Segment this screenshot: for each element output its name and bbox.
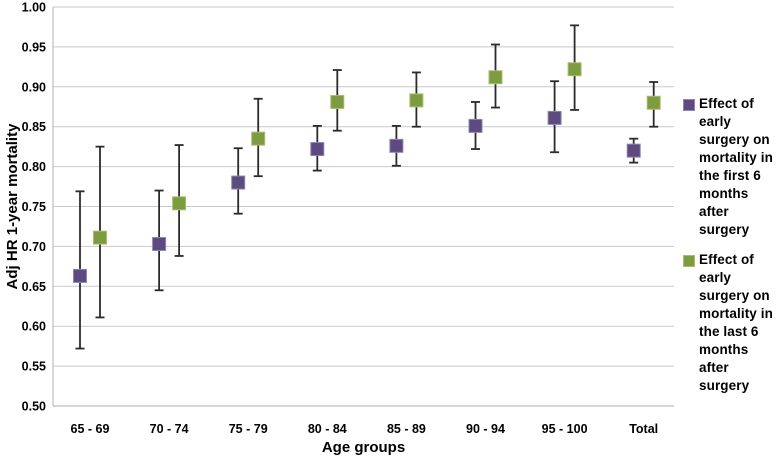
x-tick-label-95-100: 95 - 100 <box>542 422 588 436</box>
x-tick-label-80-84: 80 - 84 <box>308 422 347 436</box>
x-axis-title: Age groups <box>322 439 405 456</box>
y-tick-label-0.75: 0.75 <box>22 200 46 214</box>
x-tick-label-85-89: 85 - 89 <box>387 422 426 436</box>
x-tick-label-75-79: 75 - 79 <box>229 422 268 436</box>
marker-last-6-months-70-74 <box>172 196 187 211</box>
legend-entry-last-6-months: Effect of early surgery on mortality in … <box>683 251 778 395</box>
marker-first-6-months-80-84 <box>310 142 325 157</box>
x-tick-label-total: Total <box>629 422 658 436</box>
x-tick-label-65-69: 65 - 69 <box>71 422 110 436</box>
y-tick-label-0.60: 0.60 <box>22 320 46 334</box>
y-tick-label-0.55: 0.55 <box>22 360 46 374</box>
legend-label-last-6-months: Effect of early surgery on mortality in … <box>699 252 773 393</box>
marker-first-6-months-total <box>626 143 641 158</box>
y-tick-label-0.65: 0.65 <box>22 280 46 294</box>
y-tick-label-1.00: 1.00 <box>22 1 46 15</box>
y-tick-label-0.85: 0.85 <box>22 120 46 134</box>
legend-swatch-first-6-months <box>683 99 695 111</box>
y-axis-title: Adj HR 1-year mortality <box>4 123 21 290</box>
marker-first-6-months-85-89 <box>389 138 404 153</box>
legend-label-first-6-months: Effect of early surgery on mortality in … <box>699 96 773 237</box>
y-tick-label-0.50: 0.50 <box>22 400 46 414</box>
legend-swatch-last-6-months <box>683 255 695 267</box>
y-tick-label-0.95: 0.95 <box>22 40 46 54</box>
marker-last-6-months-75-79 <box>251 131 266 146</box>
marker-last-6-months-90-94 <box>488 70 503 85</box>
marker-last-6-months-95-100 <box>567 62 582 77</box>
marker-first-6-months-75-79 <box>231 175 246 190</box>
x-tick-label-90-94: 90 - 94 <box>466 422 505 436</box>
marker-first-6-months-65-69 <box>73 268 87 283</box>
marker-first-6-months-70-74 <box>152 237 167 252</box>
marker-first-6-months-95-100 <box>547 110 562 125</box>
marker-first-6-months-90-94 <box>468 118 483 133</box>
legend: Effect of early surgery on mortality in … <box>683 95 778 395</box>
marker-last-6-months-85-89 <box>409 93 424 108</box>
y-tick-label-0.90: 0.90 <box>22 80 46 94</box>
y-tick-label-0.70: 0.70 <box>22 240 46 254</box>
legend-entry-first-6-months: Effect of early surgery on mortality in … <box>683 95 778 239</box>
marker-last-6-months-total <box>646 95 661 110</box>
y-tick-label-0.80: 0.80 <box>22 160 46 174</box>
marker-last-6-months-65-69 <box>93 230 107 245</box>
marker-last-6-months-80-84 <box>330 94 345 109</box>
x-tick-label-70-74: 70 - 74 <box>150 422 189 436</box>
